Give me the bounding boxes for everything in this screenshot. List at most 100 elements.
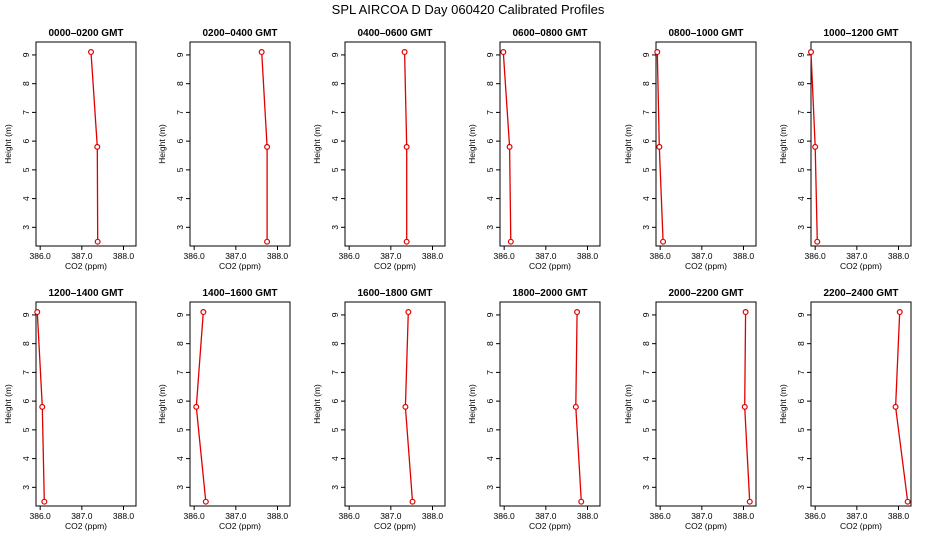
x-tick-label: 387.0 (380, 251, 402, 261)
y-tick-label: 9 (330, 312, 340, 317)
y-tick-label: 4 (175, 456, 185, 461)
y-tick-label: 6 (796, 138, 806, 143)
data-point (34, 309, 41, 316)
y-tick-label: 3 (485, 225, 495, 230)
x-tick-label: 387.0 (71, 511, 93, 521)
panel-11: 2000–2200 GMT 386.0 387.0 388.0 CO2 (ppm) 3 4 5… (623, 288, 757, 531)
plot-frame (655, 301, 757, 507)
y-tick-label: 6 (21, 138, 31, 143)
y-axis-label: Height (m) (312, 124, 322, 164)
y-axis-label: Height (m) (312, 384, 322, 424)
x-axis-label: CO2 (ppm) (840, 261, 882, 271)
data-point (572, 403, 579, 410)
x-tick-label: 386.0 (30, 251, 52, 261)
x-tick-label: 387.0 (71, 251, 93, 261)
panel-title: 0800–1000 GMT (668, 28, 743, 39)
y-tick-label: 3 (796, 485, 806, 490)
y-tick-label: 5 (796, 427, 806, 432)
y-tick-label: 8 (796, 341, 806, 346)
data-point (660, 238, 667, 245)
y-tick-label: 5 (330, 167, 340, 172)
x-tick-label: 388.0 (733, 511, 755, 521)
data-point (654, 49, 661, 56)
data-point (202, 498, 209, 505)
plot-frame (810, 41, 912, 247)
x-axis-label: CO2 (ppm) (685, 261, 727, 271)
y-tick-label: 7 (485, 110, 495, 115)
y-tick-label: 7 (796, 110, 806, 115)
x-tick-label: 386.0 (339, 251, 361, 261)
y-tick-label: 8 (330, 341, 340, 346)
y-tick-label: 6 (641, 398, 651, 403)
data-point (405, 309, 412, 316)
panel-title: 1200–1400 GMT (48, 288, 123, 299)
y-axis-label: Height (m) (467, 124, 477, 164)
x-axis-label: CO2 (ppm) (65, 521, 107, 531)
y-tick-label: 7 (330, 370, 340, 375)
x-tick-label: 386.0 (650, 511, 672, 521)
y-tick-label: 5 (796, 167, 806, 172)
y-axis-label: Height (m) (467, 384, 477, 424)
plot-frame (655, 41, 757, 247)
y-tick-label: 4 (641, 456, 651, 461)
data-point (409, 498, 416, 505)
y-tick-label: 9 (796, 312, 806, 317)
y-tick-label: 7 (641, 110, 651, 115)
panel-title: 2200–2400 GMT (823, 288, 898, 299)
panel-title: 0400–0600 GMT (357, 28, 432, 39)
x-tick-label: 388.0 (267, 511, 289, 521)
y-tick-label: 7 (175, 110, 185, 115)
y-axis-label: Height (m) (778, 384, 788, 424)
y-tick-label: 7 (175, 370, 185, 375)
y-axis-label: Height (m) (623, 124, 633, 164)
panel-title: 2000–2200 GMT (668, 288, 743, 299)
x-tick-label: 386.0 (494, 251, 516, 261)
y-tick-label: 7 (21, 370, 31, 375)
data-point (742, 309, 749, 316)
y-tick-label: 8 (21, 81, 31, 86)
x-tick-label: 387.0 (535, 511, 557, 521)
data-point (500, 49, 507, 56)
panel-title: 0600–0800 GMT (512, 28, 587, 39)
y-tick-label: 3 (330, 485, 340, 490)
y-tick-label: 6 (175, 138, 185, 143)
x-axis-label: CO2 (ppm) (219, 521, 261, 531)
data-point (401, 49, 408, 56)
panel-6: 1000–1200 GMT 386.0 387.0 388.0 CO2 (ppm) 3 4 5… (778, 28, 912, 271)
data-point (264, 238, 271, 245)
y-tick-label: 8 (485, 341, 495, 346)
x-tick-label: 388.0 (422, 251, 444, 261)
data-point (506, 143, 513, 150)
y-tick-label: 3 (330, 225, 340, 230)
y-tick-label: 6 (175, 398, 185, 403)
y-tick-label: 3 (175, 485, 185, 490)
y-tick-label: 6 (330, 398, 340, 403)
panel-title: 1800–2000 GMT (512, 288, 587, 299)
y-tick-label: 8 (641, 341, 651, 346)
plot-frame (189, 41, 291, 247)
y-axis-label: Height (m) (778, 124, 788, 164)
panel-12: 2200–2400 GMT 386.0 387.0 388.0 CO2 (ppm) 3 4 5… (778, 288, 912, 531)
panel-10: 1800–2000 GMT 386.0 387.0 388.0 CO2 (ppm) 3 4 5… (467, 288, 601, 531)
plot-frame (499, 301, 601, 507)
data-point (746, 498, 753, 505)
y-tick-label: 4 (21, 456, 31, 461)
x-tick-label: 386.0 (30, 511, 52, 521)
y-tick-label: 5 (175, 167, 185, 172)
panel-title: 1000–1200 GMT (823, 28, 898, 39)
x-tick-label: 387.0 (380, 511, 402, 521)
x-axis-label: CO2 (ppm) (219, 261, 261, 271)
x-tick-label: 386.0 (494, 511, 516, 521)
y-tick-label: 4 (485, 196, 495, 201)
x-tick-label: 388.0 (267, 251, 289, 261)
data-point (807, 49, 814, 56)
y-tick-label: 7 (796, 370, 806, 375)
x-tick-label: 387.0 (225, 511, 247, 521)
data-point (87, 49, 94, 56)
y-tick-label: 4 (330, 456, 340, 461)
data-point (812, 143, 819, 150)
y-tick-label: 3 (21, 485, 31, 490)
data-point (200, 309, 207, 316)
y-tick-label: 5 (330, 427, 340, 432)
x-axis-label: CO2 (ppm) (529, 521, 571, 531)
